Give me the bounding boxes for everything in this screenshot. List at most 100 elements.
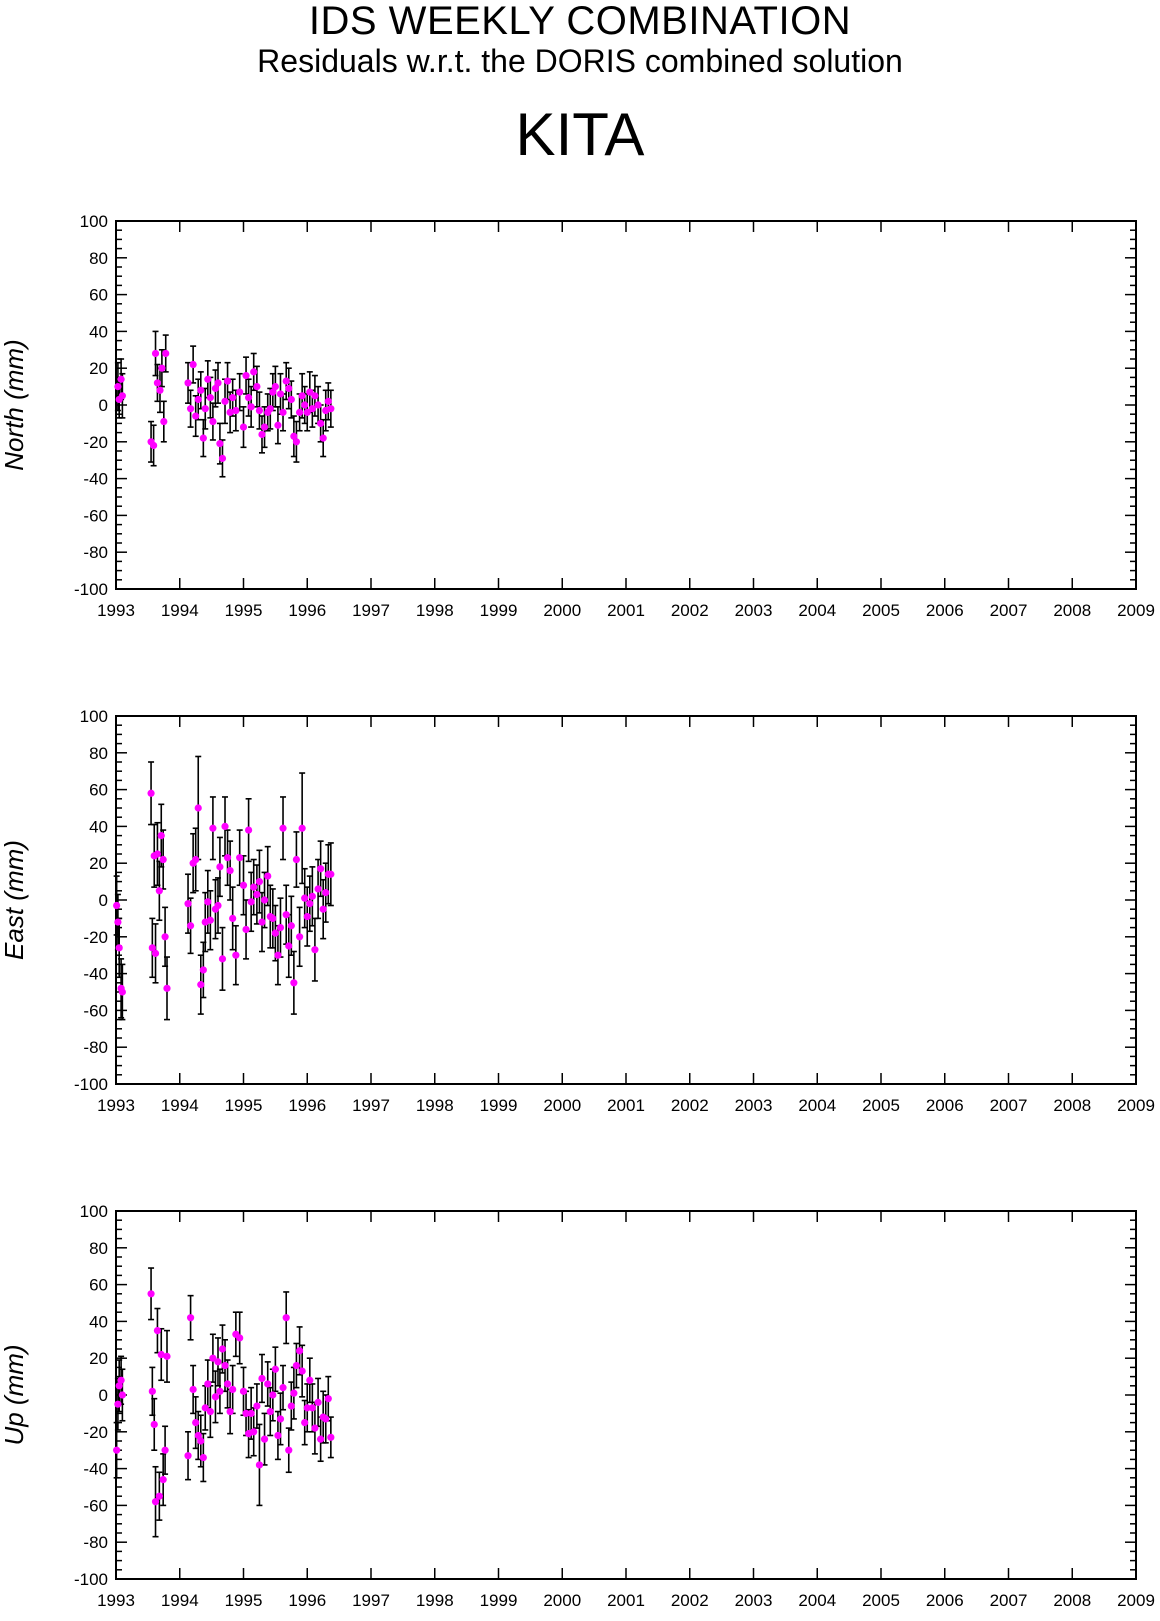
data-point (314, 401, 322, 409)
plot-frame (115, 1210, 1137, 1580)
x-tick-label: 1996 (288, 601, 326, 620)
data-point (216, 1387, 224, 1395)
x-tick-label: 2000 (543, 601, 581, 620)
data-point (226, 1407, 234, 1416)
x-tick-label: 2008 (1053, 601, 1091, 620)
y-tick-label: 0 (99, 396, 108, 415)
data-point (201, 1404, 209, 1412)
y-tick-label: -20 (83, 1423, 108, 1442)
data-point (209, 824, 217, 832)
data-point (250, 1428, 258, 1436)
data-point (153, 850, 162, 858)
y-tick-label: 100 (80, 707, 108, 726)
x-tick-label: 1998 (416, 601, 454, 620)
data-point (118, 1391, 126, 1399)
data-point (155, 887, 163, 895)
data-point (242, 1409, 250, 1417)
data-point (155, 1492, 163, 1500)
data-point (317, 1435, 325, 1443)
data-point (184, 1452, 192, 1460)
y-tick-label: -80 (83, 1038, 108, 1057)
x-tick-label: 1998 (416, 1096, 454, 1115)
data-point (229, 914, 237, 923)
data-point (271, 929, 279, 937)
x-tick-label: 2001 (607, 1591, 645, 1610)
x-tick-label: 2007 (990, 1591, 1028, 1610)
data-point (245, 826, 253, 834)
data-point (229, 394, 237, 402)
data-point (276, 924, 285, 932)
data-point (306, 900, 314, 908)
data-point (296, 408, 304, 416)
data-point (276, 1415, 285, 1423)
data-point (148, 1387, 156, 1395)
y-tick-label: 60 (89, 1276, 108, 1295)
data-point (209, 417, 217, 426)
panel-up: 100 80 60 40 20 0 -20 -40 -60 -80 -100 1993 1994 1995… (0, 1202, 1155, 1610)
panel-north: 100 80 60 40 20 0 -20 -40 -60 -80 -100 1993 1994 1995… (0, 212, 1155, 620)
data-point (301, 1419, 309, 1427)
data-point (266, 405, 274, 413)
data-point (308, 405, 316, 413)
x-tick-label: 1994 (161, 1591, 199, 1610)
data-point (269, 388, 277, 396)
data-point (311, 392, 319, 400)
data-point (211, 384, 220, 393)
y-tick-label: -60 (83, 1001, 108, 1020)
y-axis-label: North (mm) (0, 339, 29, 470)
data-point (290, 1389, 298, 1397)
x-tick-label: 2005 (862, 1096, 900, 1115)
data-point (322, 889, 330, 897)
data-point (324, 1395, 332, 1403)
data-point (192, 1419, 200, 1427)
data-point (197, 981, 205, 989)
data-point (189, 1385, 197, 1394)
data-point (247, 403, 255, 411)
data-point (285, 1446, 293, 1454)
y-tick-label: -60 (83, 1496, 108, 1515)
data-point (160, 417, 168, 426)
data-point (118, 392, 126, 400)
data-point (308, 1404, 316, 1412)
data-point (221, 1361, 229, 1370)
data-point (194, 804, 202, 812)
chart-title: IDS WEEKLY COMBINATION (308, 0, 852, 43)
data-point (287, 1402, 295, 1410)
data-point (269, 914, 277, 923)
data-point (239, 1387, 248, 1395)
data-point (292, 855, 301, 864)
data-point (226, 408, 234, 416)
data-point (242, 371, 250, 380)
chart-subtitle: Residuals w.r.t. the DORIS combined solu… (257, 43, 903, 79)
y-tick-label: 60 (89, 286, 108, 305)
data-point (258, 1374, 266, 1383)
data-point (161, 1446, 169, 1454)
y-tick-label: 40 (89, 322, 108, 341)
x-tick-label: 1997 (352, 1591, 390, 1610)
data-point (114, 383, 122, 391)
y-tick-label: -100 (74, 1570, 108, 1589)
data-point (186, 1314, 195, 1322)
data-point (159, 1476, 167, 1484)
data-point (290, 979, 298, 987)
data-point (232, 951, 240, 959)
x-tick-label: 1999 (480, 1096, 518, 1115)
data-point (282, 1314, 290, 1322)
data-point (223, 377, 232, 385)
data-point (296, 933, 304, 941)
data-point (184, 900, 192, 908)
y-tick-label: -20 (83, 928, 108, 947)
y-tick-label: -40 (83, 965, 108, 984)
data-point (192, 412, 200, 420)
data-point (204, 1380, 212, 1388)
data-point (287, 922, 295, 930)
data-point (221, 822, 229, 831)
data-point (197, 1437, 205, 1445)
x-tick-label: 2004 (798, 1591, 836, 1610)
data-point (158, 364, 166, 372)
data-point (114, 918, 122, 926)
data-point (197, 386, 205, 394)
data-point (317, 865, 325, 873)
y-axis-label: Up (mm) (0, 1344, 29, 1445)
data-point (115, 1382, 123, 1390)
